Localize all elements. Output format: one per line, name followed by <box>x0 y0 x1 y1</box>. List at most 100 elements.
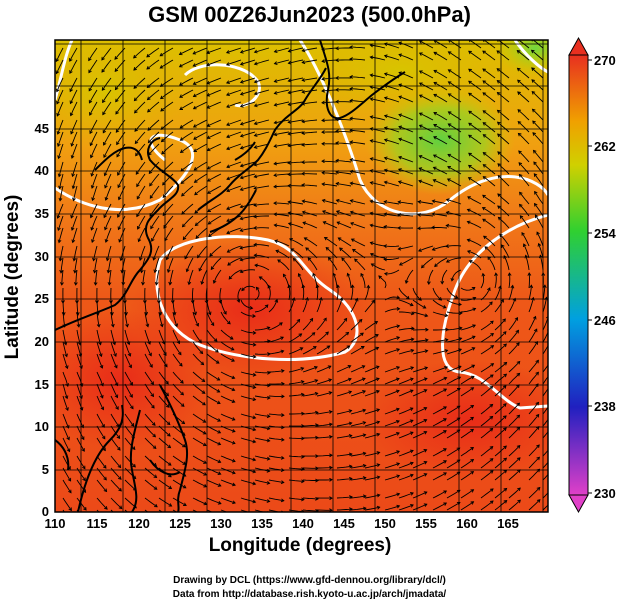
streamline-arrowhead <box>489 301 493 306</box>
streamline-arrowhead <box>404 280 409 284</box>
streamline-arrowhead <box>195 235 200 239</box>
streamline-arrowhead <box>533 202 538 207</box>
streamline <box>399 311 415 315</box>
streamline <box>96 455 107 469</box>
streamline <box>460 501 474 511</box>
streamline <box>432 349 448 355</box>
streamline-arrowhead <box>421 264 425 269</box>
streamline <box>542 492 548 499</box>
streamline <box>253 215 269 218</box>
streamline-arrowhead <box>502 331 507 335</box>
streamline <box>96 413 105 428</box>
streamline <box>148 143 160 156</box>
streamline-arrowhead <box>132 463 136 468</box>
streamline-arrowhead <box>72 197 76 202</box>
streamline-arrowhead <box>309 317 314 322</box>
streamline-arrowhead <box>551 487 554 490</box>
streamline-arrowhead <box>444 366 449 370</box>
streamline <box>350 332 364 343</box>
streamline <box>432 490 447 499</box>
streamline-arrowhead <box>502 318 506 323</box>
streamline <box>96 371 104 386</box>
streamline <box>460 489 474 499</box>
streamline <box>96 383 104 399</box>
streamline-arrowhead <box>529 284 534 289</box>
streamline <box>76 425 85 440</box>
streamline-arrowhead <box>349 476 353 481</box>
streamline-arrowhead <box>68 489 72 494</box>
streamline <box>274 173 290 176</box>
streamline <box>274 143 290 147</box>
streamline-arrowhead <box>467 196 471 200</box>
streamline-arrowhead <box>231 429 236 433</box>
streamline-arrowhead <box>252 314 256 318</box>
streamline-arrowhead <box>300 392 305 397</box>
streamline-arrowhead <box>418 52 423 56</box>
streamline-arrowhead <box>323 237 328 241</box>
streamline-arrowhead <box>496 91 501 96</box>
streamline <box>316 285 319 301</box>
streamline-arrowhead <box>153 474 158 479</box>
streamline-arrowhead <box>239 145 244 150</box>
streamline-arrowhead <box>518 203 523 208</box>
streamline <box>55 47 64 62</box>
streamline <box>384 55 400 61</box>
streamline <box>62 479 72 493</box>
streamline-arrowhead <box>277 259 281 263</box>
streamline-arrowhead <box>440 280 445 285</box>
streamline <box>206 59 222 66</box>
streamline-arrowhead <box>105 257 110 262</box>
drawing-credit: Drawing by DCL (https://www.gfd-dennou.o… <box>173 575 446 586</box>
streamline-arrowhead <box>312 272 316 277</box>
streamline-arrowhead <box>433 51 438 56</box>
streamline-arrowhead <box>103 154 107 158</box>
streamline-arrowhead <box>255 286 260 291</box>
streamline-arrowhead <box>69 70 73 74</box>
streamline <box>172 497 187 506</box>
streamline <box>384 325 400 331</box>
streamline-arrowhead <box>354 297 359 302</box>
streamline <box>94 257 98 273</box>
streamline-arrowhead <box>280 336 284 340</box>
streamline <box>446 489 461 499</box>
streamline <box>433 112 448 121</box>
streamline-arrowhead <box>292 258 297 262</box>
streamline-arrowhead <box>129 394 133 398</box>
streamline-arrowhead <box>471 347 476 351</box>
streamline <box>384 366 400 373</box>
streamline <box>220 353 235 362</box>
streamline-arrowhead <box>470 447 474 451</box>
streamline <box>154 257 160 273</box>
streamline-arrowhead <box>532 149 537 154</box>
streamline-arrowhead <box>253 162 258 167</box>
streamline-arrowhead <box>327 257 332 261</box>
streamline <box>350 409 366 415</box>
streamline <box>446 447 460 457</box>
streamline <box>110 497 123 509</box>
streamline <box>62 371 69 387</box>
streamline <box>384 127 400 133</box>
streamline-arrowhead <box>433 69 438 74</box>
streamline <box>350 464 366 469</box>
streamline-arrowhead <box>321 76 325 81</box>
streamline-arrowhead <box>56 143 61 148</box>
streamline-arrowhead <box>383 257 387 262</box>
streamline-arrowhead <box>203 472 208 476</box>
streamline <box>467 250 482 259</box>
streamline <box>254 479 270 484</box>
streamline-arrowhead <box>362 451 367 456</box>
streamline-arrowhead <box>489 415 494 420</box>
streamline <box>398 201 414 205</box>
streamline <box>384 420 400 427</box>
streamline-arrowhead <box>466 220 471 225</box>
streamline-arrowhead <box>193 311 197 316</box>
streamline-arrowhead <box>287 160 291 165</box>
streamline <box>460 447 474 457</box>
streamline-arrowhead <box>101 435 106 440</box>
streamline <box>76 371 83 387</box>
streamline-arrowhead <box>67 477 72 482</box>
streamline <box>153 245 160 261</box>
streamline <box>254 119 270 125</box>
streamline <box>133 47 146 59</box>
streamline-arrowhead <box>207 178 211 182</box>
